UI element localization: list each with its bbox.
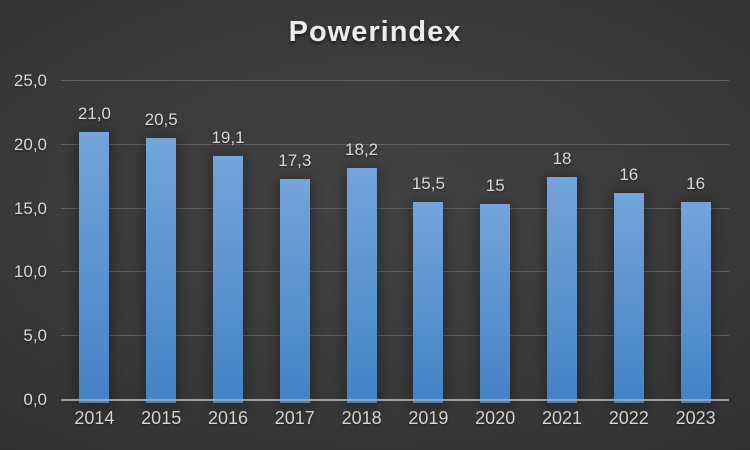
data-label-2021: 18 (552, 148, 572, 168)
bar-slot-2014: 21,0 (61, 81, 128, 403)
y-axis-tick-labels: 0,0 5,0 10,0 15,0 20,0 25,0 (0, 71, 53, 409)
x-tick-label-2023: 2023 (675, 408, 716, 428)
bar-2020 (480, 203, 511, 403)
bar-2023 (680, 202, 711, 403)
gridline-10 (61, 271, 729, 273)
y-tick-label-25: 25,0 (13, 71, 47, 90)
x-tick-label-2021: 2021 (541, 408, 583, 428)
x-tick-label-2016: 2016 (207, 408, 249, 428)
bar-2019 (413, 202, 444, 403)
x-axis-tick-labels: 2014 2015 2016 2017 2018 2019 2020 2021 2022 2023 (61, 406, 729, 438)
bar-2021 (546, 176, 577, 403)
bar-slot-2016: 19,1 (195, 81, 262, 403)
data-label-2022: 16 (619, 165, 639, 185)
bar-slot-2019: 15,5 (395, 81, 462, 403)
data-label-2020: 15 (485, 175, 505, 195)
data-label-2016: 19,1 (211, 128, 245, 148)
data-label-2017: 17,3 (278, 151, 312, 171)
chart-title: Powerindex (288, 16, 462, 48)
bar-2016 (212, 156, 243, 403)
data-label-2019: 15,5 (411, 174, 445, 194)
x-tick-label-2020: 2020 (475, 408, 516, 428)
bar-2022 (613, 193, 644, 403)
bar-slot-2015: 20,5 (128, 81, 195, 403)
gridline-5 (61, 335, 729, 337)
bar-slot-2017: 17,3 (261, 81, 328, 403)
data-label-2018: 18,2 (345, 139, 379, 159)
bar-2014 (79, 132, 110, 403)
x-tick-label-2014: 2014 (74, 408, 115, 428)
x-tick-label-2018: 2018 (341, 408, 382, 428)
x-tick-label-2017: 2017 (274, 408, 315, 428)
bar-slot-2021: 18 (529, 81, 596, 403)
bar-slot-2022: 16 (595, 81, 662, 403)
bar-slot-2023: 16 (662, 81, 729, 403)
data-label-2014: 21,0 (77, 104, 111, 124)
x-tick-label-2015: 2015 (141, 408, 182, 428)
bar-2015 (146, 138, 177, 403)
y-tick-label-15: 15,0 (13, 198, 47, 218)
y-tick-label-0: 0,0 (23, 390, 47, 409)
x-tick-label-2022: 2022 (608, 408, 649, 428)
bar-2018 (346, 167, 377, 403)
bar-2017 (279, 179, 310, 403)
x-axis-line (61, 399, 729, 401)
data-label-2023: 16 (686, 174, 706, 194)
gridline-15 (61, 207, 729, 209)
plot-area: 21,0 20,5 19,1 17,3 18,2 15,5 15 18 16 16 (61, 80, 729, 403)
gridline-20 (61, 143, 729, 145)
data-label-2015: 20,5 (144, 110, 178, 130)
y-tick-label-10: 10,0 (13, 262, 47, 282)
y-tick-label-5: 5,0 (23, 326, 47, 346)
bar-slot-2018: 18,2 (328, 81, 395, 403)
bar-slot-2020: 15 (462, 81, 529, 403)
x-tick-label-2019: 2019 (408, 408, 449, 428)
y-tick-label-20: 20,0 (13, 134, 47, 154)
gridline-25 (61, 80, 729, 81)
